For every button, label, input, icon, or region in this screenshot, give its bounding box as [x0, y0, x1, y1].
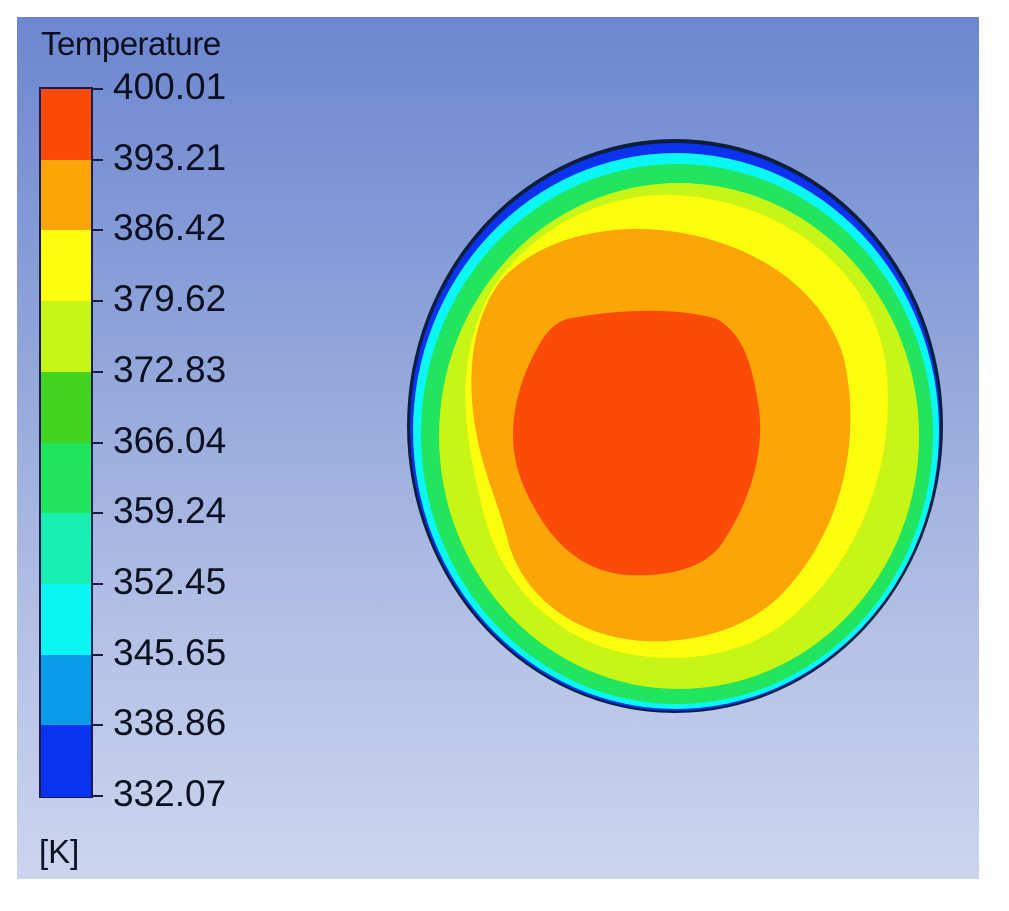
legend-band	[41, 583, 91, 656]
legend-tick-mark	[93, 582, 103, 585]
legend-tick-label: 345.65	[113, 631, 227, 673]
legend-band	[41, 371, 91, 444]
legend-band	[41, 442, 91, 514]
legend-tick-label: 379.62	[113, 278, 227, 320]
legend-tick-mark	[93, 724, 103, 727]
legend-tick-mark	[93, 158, 103, 161]
legend-band	[41, 301, 91, 373]
temperature-contour-plot	[407, 139, 943, 713]
legend-tick-mark	[93, 88, 103, 90]
legend-tick-label: 338.86	[113, 702, 227, 744]
legend-tick-label: 393.21	[113, 136, 227, 178]
legend-band	[41, 513, 91, 585]
legend-band	[41, 230, 91, 302]
contour-band-red	[513, 310, 761, 576]
legend-tick-label: 372.83	[113, 348, 227, 390]
legend-unit: [K]	[39, 833, 80, 870]
legend-tick-label: 366.04	[113, 419, 227, 461]
legend-tick-mark	[93, 512, 103, 515]
legend-band	[41, 159, 91, 231]
legend-tick-mark	[93, 795, 103, 797]
legend-tick-label: 352.45	[113, 560, 227, 602]
legend-band	[41, 725, 91, 797]
legend-tick-mark	[93, 370, 103, 373]
legend-tick-label: 400.01	[113, 66, 227, 107]
legend-band	[41, 654, 91, 726]
legend-tick-mark	[93, 300, 103, 303]
legend-tick-label: 359.24	[113, 490, 227, 532]
contour-disk	[407, 139, 943, 713]
legend-tick-mark	[93, 653, 103, 656]
legend-band	[41, 89, 91, 161]
graphics-viewport[interactable]: Temperature 400.01 393.21 386.42 379.62 372.…	[17, 17, 979, 879]
color-legend-bar	[39, 87, 93, 798]
legend-tick-mark	[93, 229, 103, 232]
legend-tick-label: 386.42	[113, 207, 227, 249]
legend-title: Temperature	[41, 25, 221, 62]
legend-tick-label: 332.07	[113, 773, 227, 814]
legend-tick-mark	[93, 441, 103, 444]
